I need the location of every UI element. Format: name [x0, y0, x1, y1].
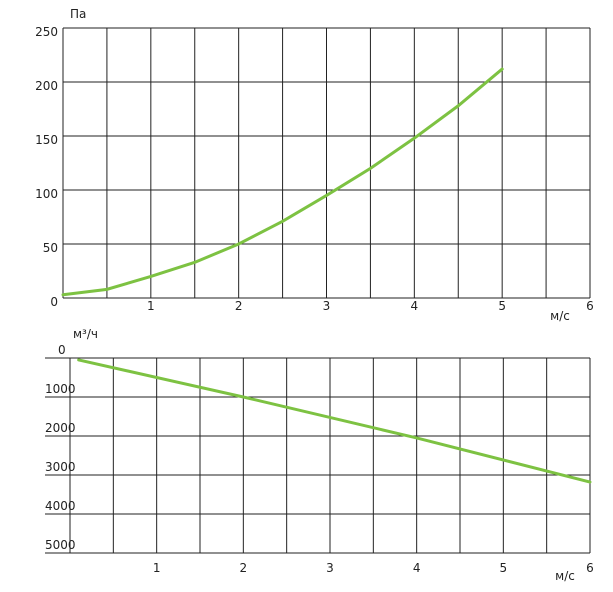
y-tick-label: 5000: [45, 538, 76, 552]
y-tick-label: 2000: [45, 421, 76, 435]
x-tick-label: 4: [411, 299, 419, 313]
y-tick-label: 100: [35, 187, 58, 201]
x-tick-label: 4: [413, 561, 421, 575]
line: [77, 358, 592, 484]
x-tick-label: 3: [323, 299, 331, 313]
x-tick-label: 2: [235, 299, 243, 313]
y-axis-label: м³/ч: [73, 327, 98, 341]
y-tick-label: 200: [35, 79, 58, 93]
x-tick-label: 1: [153, 561, 161, 575]
y-axis-label: Па: [70, 7, 86, 21]
x-tick-label: 6: [586, 299, 594, 313]
y-tick-label: 50: [43, 241, 58, 255]
y-tick-label: 0: [50, 295, 58, 309]
y-tick-label: 150: [35, 133, 58, 147]
x-tick-label: 1: [147, 299, 155, 313]
x-tick-label: 3: [326, 561, 334, 575]
x-axis-label: м/с: [550, 309, 570, 323]
y-tick-label: 1000: [45, 382, 76, 396]
x-tick-label: 2: [240, 561, 248, 575]
line: [61, 67, 504, 297]
x-axis-label: м/с: [555, 569, 575, 583]
y-tick-label: 0: [58, 343, 66, 357]
x-tick-label: 5: [500, 561, 508, 575]
y-tick-label: 4000: [45, 499, 76, 513]
y-tick-label: 250: [35, 25, 58, 39]
x-tick-label: 5: [498, 299, 506, 313]
y-tick-label: 3000: [45, 460, 76, 474]
x-tick-label: 6: [586, 561, 594, 575]
